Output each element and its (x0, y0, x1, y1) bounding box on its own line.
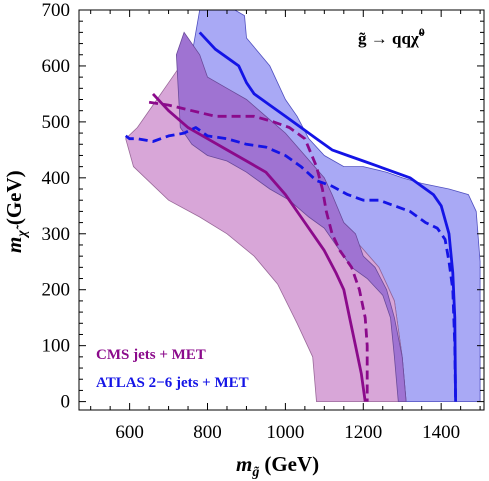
x-tick-label: 800 (193, 422, 222, 443)
legend-entry-cms: CMS jets + MET (96, 347, 206, 363)
series-line-cms-exp (148, 100, 369, 402)
y-tick-label: 200 (42, 280, 71, 301)
x-tick-label: 1000 (266, 422, 304, 443)
legend-entry-atlas: ATLAS 2−6 jets + MET (96, 375, 249, 391)
y-tick-label: 300 (42, 224, 71, 245)
y-axis-unit: (GeV) (2, 170, 26, 225)
x-tick-label: 1400 (422, 422, 460, 443)
regions (125, 10, 481, 403)
y-tick-label: 400 (42, 168, 71, 189)
y-tick-label: 500 (42, 112, 71, 133)
series-line-cms-obs (151, 92, 367, 402)
x-axis-subscript: g̃ (251, 465, 259, 480)
y-axis-subscript: χ̃ (15, 224, 30, 239)
x-axis-unit: (GeV) (264, 452, 319, 476)
y-tick-label: 700 (42, 0, 71, 21)
y-tick-label: 0 (61, 392, 71, 413)
process-text: g̃ → qqχ̃ (358, 29, 425, 48)
region-cms-inner (175, 31, 407, 403)
y-axis-symbol: m (2, 237, 26, 253)
series-lines (124, 31, 457, 402)
process-label: g̃ → qqχ̃0 (358, 25, 425, 48)
tick-labels: 600 800 1000 1200 1400 0 100 200 300 400 500 600 700 (42, 0, 461, 443)
y-axis-title: mχ̃(GeV) (2, 170, 30, 253)
x-tick-label: 1200 (344, 422, 382, 443)
y-tick-label: 600 (42, 56, 71, 77)
plot-frame (78, 9, 485, 411)
process-superscript: 0 (419, 25, 425, 39)
ticks (79, 9, 484, 410)
y-tick-label: 100 (42, 336, 71, 357)
x-tick-label: 600 (115, 422, 144, 443)
x-axis-title: mg̃ (GeV) (236, 452, 319, 480)
series-line-atlas-exp (124, 126, 457, 402)
series-line-atlas-obs (198, 31, 457, 402)
x-axis-symbol: m (236, 452, 252, 476)
